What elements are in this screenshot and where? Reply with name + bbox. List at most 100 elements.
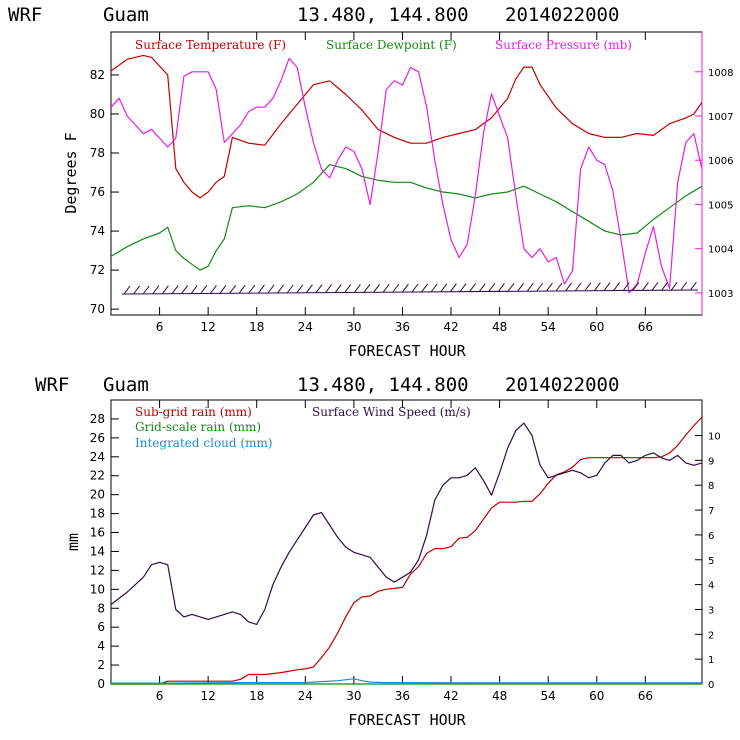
temperature-panel: WRF Guam 13.480, 144.800 2014022000 6 12 1…	[8, 4, 733, 360]
wind-barb	[565, 282, 572, 292]
wind-barb	[152, 285, 160, 295]
p2-ytick-label: 18	[90, 507, 105, 521]
panel1-plot-frame	[110, 31, 703, 316]
panel2-xlabel: FORECAST HOUR	[348, 711, 466, 729]
p1-y2tick-label: 1006	[708, 156, 733, 167]
p1-xtick-label: 48	[492, 320, 507, 334]
wind-barb	[133, 285, 141, 295]
wind-barb	[670, 281, 678, 291]
p2-xtick-label: 48	[492, 689, 507, 703]
wind-barb	[507, 283, 515, 292]
panel2-run: 2014022000	[505, 374, 619, 396]
wind-barb	[142, 285, 150, 295]
p1-xtick-label: 12	[201, 320, 216, 334]
surface-dewpoint-line	[110, 164, 703, 271]
p2-xtick-label: 30	[346, 689, 361, 703]
p2-y2tick-label: 9	[708, 456, 714, 467]
wind-barb	[642, 282, 649, 291]
wind-barb	[315, 284, 323, 293]
p1-ytick-label: 72	[90, 263, 105, 277]
integrated-cloud-line	[111, 678, 702, 684]
p2-y2tick-label: 5	[708, 556, 714, 567]
panel1-xlabel: FORECAST HOUR	[348, 342, 466, 360]
p1-y2tick-label: 1008	[708, 68, 733, 79]
p1-xtick-label: 66	[638, 320, 653, 334]
p2-ytick-label: 8	[97, 601, 105, 615]
p2-y2tick-label: 7	[708, 506, 714, 517]
p1-xtick-label: 24	[298, 320, 313, 334]
p2-y2tick-label: 3	[708, 605, 714, 616]
wind-barb	[363, 284, 371, 293]
wind-barb	[286, 284, 294, 294]
p2-ytick-label: 22	[90, 469, 105, 483]
panel1-run: 2014022000	[505, 4, 619, 26]
panel2-header: WRF Guam 13.480, 144.800 2014022000	[35, 374, 619, 396]
wind-barb	[248, 284, 256, 294]
p2-xtick-label: 42	[443, 689, 458, 703]
wind-barb	[200, 285, 208, 294]
panel1-legend: Surface Temperature (F) Surface Dewpoint…	[135, 38, 632, 52]
p2-ytick-label: 20	[90, 488, 105, 502]
wind-barb	[651, 282, 659, 291]
panel2-site: Guam	[103, 374, 149, 396]
wind-barb	[661, 281, 668, 291]
surface-wind-speed-line	[110, 422, 703, 626]
wind-barb	[430, 283, 438, 293]
wind-barb	[190, 285, 198, 294]
legend-integrated-cloud: Integrated cloud (mm)	[135, 436, 273, 450]
wind-barb	[238, 284, 246, 294]
p2-xtick-label: 36	[395, 689, 410, 703]
p1-xtick-label: 18	[249, 320, 264, 334]
wind-barb	[267, 284, 275, 294]
wind-barb	[325, 284, 333, 293]
wind-barb	[497, 283, 505, 292]
wind-barb	[536, 282, 544, 292]
legend-gridscale-rain: Grid-scale rain (mm)	[135, 420, 261, 434]
p2-y2tick-label: 6	[708, 531, 714, 542]
wind-barb	[459, 283, 467, 292]
p2-xtick-label: 12	[201, 689, 216, 703]
p2-ytick-label: 12	[90, 563, 105, 577]
p2-y2tick-label: 2	[708, 630, 714, 641]
p2-xtick-label: 6	[156, 689, 164, 703]
wind-barb	[181, 285, 189, 294]
wind-barbs	[121, 281, 699, 295]
p1-ytick-label: 82	[90, 68, 105, 82]
p2-ytick-label: 26	[90, 431, 105, 445]
wind-barb	[574, 282, 582, 292]
wind-barb-baseline	[121, 289, 699, 295]
wind-barb	[209, 285, 217, 294]
legend-surface-wind-speed: Surface Wind Speed (m/s)	[312, 405, 471, 419]
wind-barb	[392, 283, 400, 293]
p2-ytick-label: 6	[97, 620, 105, 634]
p2-y2tick-label: 0	[708, 680, 714, 691]
wind-barb	[478, 283, 486, 292]
p1-xtick-label: 60	[589, 320, 604, 334]
wind-barb	[401, 283, 409, 293]
wind-barb	[277, 284, 285, 294]
wind-barb	[257, 284, 265, 294]
wind-barb	[411, 283, 419, 293]
wind-barb	[219, 285, 227, 294]
panel2-ylabel: mm	[64, 533, 82, 551]
p2-y2tick-label: 8	[708, 481, 714, 492]
wind-barb	[622, 282, 630, 291]
panel2-model: WRF	[35, 374, 69, 396]
wind-barb	[603, 282, 611, 291]
p1-xtick-label: 6	[156, 320, 164, 334]
p1-xtick-label: 42	[443, 320, 458, 334]
wind-barb	[296, 284, 304, 294]
wind-barb	[526, 282, 534, 292]
p1-ytick-label: 76	[90, 185, 105, 199]
p2-y2tick-label: 10	[708, 432, 721, 443]
legend-surface-dewpoint: Surface Dewpoint (F)	[326, 38, 457, 52]
wind-barb	[305, 284, 313, 294]
rain-panel: WRF Guam 13.480, 144.800 2014022000 6 12 1…	[35, 374, 721, 729]
p2-xtick-label: 60	[589, 689, 604, 703]
p2-y2tick-label: 1	[708, 655, 714, 666]
wind-barb	[171, 285, 179, 294]
p1-xtick-label: 30	[346, 320, 361, 334]
panel1-ylabel: Degrees F	[62, 132, 80, 213]
wind-barb	[123, 285, 131, 295]
